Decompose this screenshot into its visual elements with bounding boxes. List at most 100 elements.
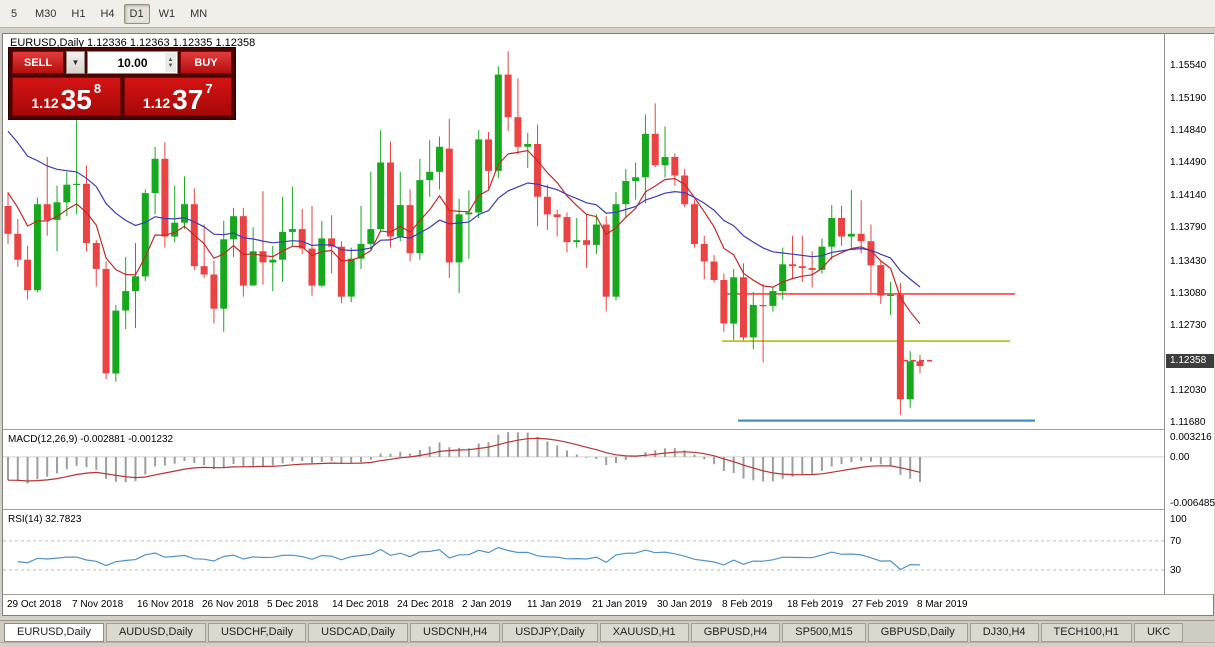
candle-body [906,361,914,400]
timeframe-button-mn[interactable]: MN [190,7,208,20]
candle-body [269,259,277,263]
volume-input[interactable]: 10.00 ▲ ▼ [87,51,178,74]
candle-body [700,243,708,262]
candle-body [887,294,895,296]
candle-body [171,222,179,237]
sell-price-big: 35 [60,84,92,115]
chart-tab-tech100-h1[interactable]: TECH100,H1 [1040,623,1132,642]
chart-tab-usdcnh-h4[interactable]: USDCNH,H4 [410,623,501,642]
date-axis-label: 8 Feb 2019 [722,599,773,610]
candle-body [210,274,218,309]
buy-price-display[interactable]: 1.12 37 7 [123,77,232,116]
candle-body [563,217,571,243]
candle-body [161,158,169,237]
candle-body [553,214,561,218]
chart-tab-gbpusd-h4[interactable]: GBPUSD,H4 [690,623,781,642]
sell-button[interactable]: SELL [12,51,64,74]
candle-body [318,238,326,286]
ma-slow-blue [7,130,921,288]
chart-tab-gbpusd-daily[interactable]: GBPUSD,Daily [867,623,968,642]
date-axis-label: 27 Feb 2019 [852,599,909,610]
date-axis[interactable]: 29 Oct 2018 7 Nov 2018 16 Nov 2018 26 Nov 2… [0,595,1215,615]
candle-body [877,265,885,296]
window-bottom-edge [0,642,1215,647]
buy-price-big: 37 [172,84,204,115]
price-axis[interactable]: 1.12358 1.15540 1.15190 1.14840 1.14490 1.14… [1164,34,1215,594]
candle-body [357,243,365,259]
candle-body [377,162,385,230]
volume-dropdown-button[interactable]: ▼ [66,51,85,74]
spinner-up-icon[interactable]: ▲ [167,56,174,63]
candle-body [131,276,139,292]
buy-price-sup: 7 [205,81,213,96]
candle-body [53,202,61,220]
candle-body [485,139,493,171]
buy-price-prefix: 1.12 [142,95,171,111]
timeframe-button-w1[interactable]: W1 [158,7,176,20]
candle-body [769,291,777,306]
volume-spinner[interactable]: ▲ ▼ [165,53,176,72]
panel-divider[interactable] [3,594,1213,595]
candle-body [818,246,826,270]
chart-tab-eurusd-daily[interactable]: EURUSD,Daily [4,623,104,642]
sell-price-display[interactable]: 1.12 35 8 [12,77,121,116]
price-axis-label: 1.14140 [1170,189,1207,201]
chart-tab-sp500-m15[interactable]: SP500,M15 [782,623,866,642]
candle-body [92,243,100,269]
candle-body [651,133,659,166]
rsi-indicator-label: RSI(14) 32.7823 [8,514,82,525]
chart-tab-dj30-h4[interactable]: DJ30,H4 [969,623,1039,642]
chart-tab-usdcad-daily[interactable]: USDCAD,Daily [308,623,409,642]
date-axis-label: 7 Nov 2018 [72,599,124,610]
candle-body [720,280,728,324]
candle-body [681,175,689,205]
chart-tab-usdjpy-daily[interactable]: USDJPY,Daily [502,623,598,642]
timeframe-button-h1[interactable]: H1 [71,7,86,20]
candle-body [592,224,600,245]
candle-body [73,183,81,185]
candle-body [494,74,502,171]
date-axis-label: 29 Oct 2018 [7,599,62,610]
price-axis-label: 1.15540 [1170,60,1207,72]
price-axis-label: 1.15190 [1170,92,1207,104]
sell-price-prefix: 1.12 [31,95,59,111]
buy-button[interactable]: BUY [180,51,232,74]
candle-body [112,310,120,374]
candle-body [612,204,620,297]
date-axis-label: 8 Mar 2019 [917,599,968,610]
candle-body [122,291,130,311]
chart-tab-xauusd-h1[interactable]: XAUUSD,H1 [599,623,689,642]
candle-body [24,259,32,291]
candle-body [230,216,238,240]
current-price-tag: 1.12358 [1166,353,1214,368]
candle-body [279,231,287,260]
candle-body [808,268,816,270]
chart-tab-usdchf-daily[interactable]: USDCHF,Daily [207,623,307,642]
candle-body [465,212,473,215]
candle-body [534,144,542,197]
trade-controls-row: SELL ▼ 10.00 ▲ ▼ BUY [12,51,232,74]
candle-body [14,233,22,260]
spinner-down-icon[interactable]: ▼ [167,62,174,69]
ma-fast-red [7,149,921,325]
panel-divider[interactable] [3,429,1213,430]
timeframe-button-5[interactable]: 5 [10,7,18,20]
candle-body [524,144,532,147]
timeframe-button-h4[interactable]: H4 [100,7,115,20]
timeframe-button-m30[interactable]: M30 [35,7,57,20]
price-chart-plot[interactable] [3,34,1164,595]
candle-body [328,238,336,247]
panel-divider[interactable] [3,509,1213,510]
macd-signal-line [7,437,921,482]
candle-body [749,305,757,338]
timeframe-toolbar: 5 M30 H1 H4 D1 W1 MN [0,0,1215,28]
sell-price-sup: 8 [93,81,102,96]
candle-body [602,224,610,297]
candle-body [632,177,640,181]
timeframe-button-d1[interactable]: D1 [123,3,150,24]
chart-tab-audusd-daily[interactable]: AUDUSD,Daily [105,623,206,642]
candle-body [916,361,924,366]
candle-body [857,233,865,242]
chart-tab-ukc[interactable]: UKC [1133,623,1184,642]
price-axis-label: 1.12030 [1170,385,1207,397]
